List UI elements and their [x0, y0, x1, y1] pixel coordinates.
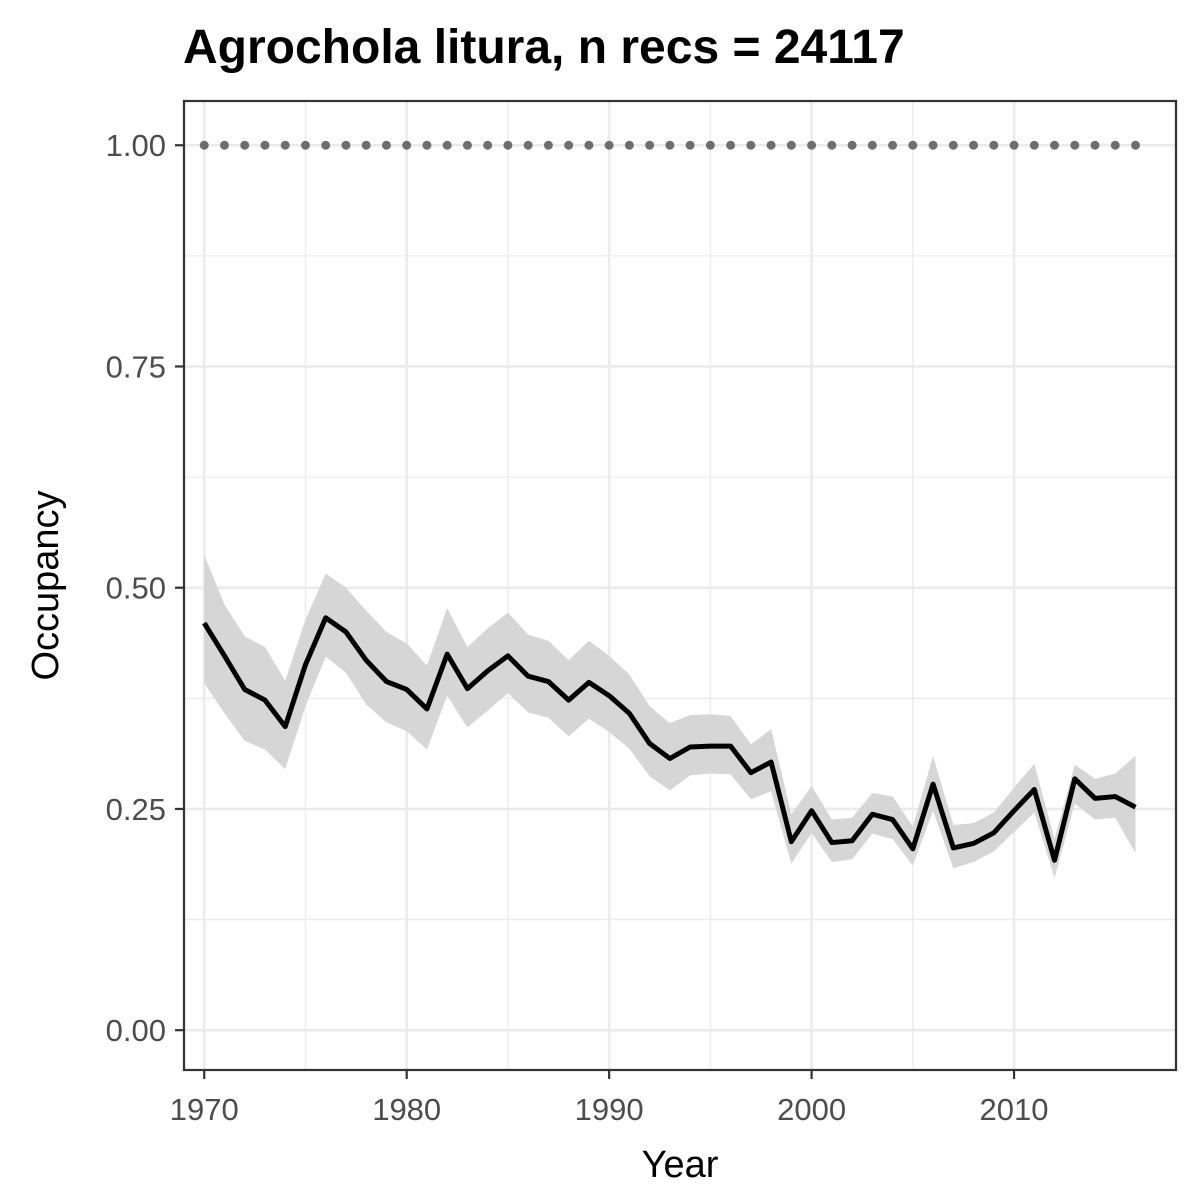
- reference-point: [847, 140, 857, 150]
- reference-point: [402, 140, 412, 150]
- reference-point: [1110, 140, 1120, 150]
- reference-point: [381, 140, 391, 150]
- reference-point: [766, 140, 776, 150]
- reference-point: [1070, 140, 1080, 150]
- reference-point: [786, 140, 796, 150]
- reference-point: [827, 140, 837, 150]
- confidence-ribbon-layer: [204, 554, 1136, 878]
- x-axis: 1970 1980 1990 2000 2010: [170, 1070, 1049, 1127]
- reference-point: [543, 140, 553, 150]
- reference-point: [1131, 140, 1141, 150]
- reference-point: [685, 140, 695, 150]
- x-tick-label: 2010: [980, 1092, 1049, 1127]
- reference-point: [969, 140, 979, 150]
- occupancy-line-layer: [202, 615, 1137, 863]
- occupancy-line: [202, 615, 1137, 863]
- y-tick-label: 0.00: [106, 1013, 166, 1048]
- reference-point: [888, 140, 898, 150]
- reference-point: [321, 140, 331, 150]
- chart-title: Agrochola litura, n recs = 24117: [183, 21, 905, 74]
- reference-point: [280, 140, 290, 150]
- reference-point: [624, 140, 634, 150]
- reference-point: [584, 140, 594, 150]
- x-tick-label: 1980: [372, 1092, 441, 1127]
- reference-point: [746, 140, 756, 150]
- reference-point: [1090, 140, 1100, 150]
- panel-background: [184, 101, 1176, 1070]
- reference-point: [1050, 140, 1060, 150]
- reference-point: [462, 140, 472, 150]
- reference-point: [867, 140, 877, 150]
- reference-point: [260, 140, 270, 150]
- reference-point: [948, 140, 958, 150]
- y-axis: 0.00 0.25 0.50 0.75 1.00: [106, 128, 184, 1048]
- reference-point: [483, 140, 493, 150]
- x-tick-label: 1990: [575, 1092, 644, 1127]
- reference-point: [240, 140, 250, 150]
- reference-point: [989, 140, 999, 150]
- x-tick-label: 2000: [777, 1092, 846, 1127]
- reference-point: [645, 140, 655, 150]
- gridlines: [184, 101, 1176, 1070]
- reference-point: [604, 140, 614, 150]
- reference-point: [341, 140, 351, 150]
- reference-point: [1029, 140, 1039, 150]
- reference-point: [1009, 140, 1019, 150]
- reference-point: [665, 140, 675, 150]
- reference-point: [361, 140, 371, 150]
- reference-point: [564, 140, 574, 150]
- reference-point: [422, 140, 432, 150]
- reference-point: [807, 140, 817, 150]
- reference-point: [219, 140, 229, 150]
- reference-point: [908, 140, 918, 150]
- y-tick-label: 1.00: [106, 128, 166, 163]
- reference-point: [503, 140, 513, 150]
- reference-points-layer: [199, 140, 1141, 150]
- reference-point: [928, 140, 938, 150]
- confidence-ribbon: [204, 554, 1136, 878]
- panel-border: [182, 99, 1178, 1072]
- reference-point: [442, 140, 452, 150]
- plot-panel: [182, 99, 1178, 1072]
- reference-point: [705, 140, 715, 150]
- reference-point: [199, 140, 209, 150]
- y-tick-label: 0.50: [106, 571, 166, 606]
- x-axis-title: Year: [642, 1144, 719, 1186]
- reference-point: [523, 140, 533, 150]
- reference-point: [300, 140, 310, 150]
- y-tick-label: 0.25: [106, 792, 166, 827]
- y-tick-label: 0.75: [106, 349, 166, 384]
- x-tick-label: 1970: [170, 1092, 239, 1127]
- reference-point: [726, 140, 736, 150]
- y-axis-title: Occupancy: [25, 490, 67, 680]
